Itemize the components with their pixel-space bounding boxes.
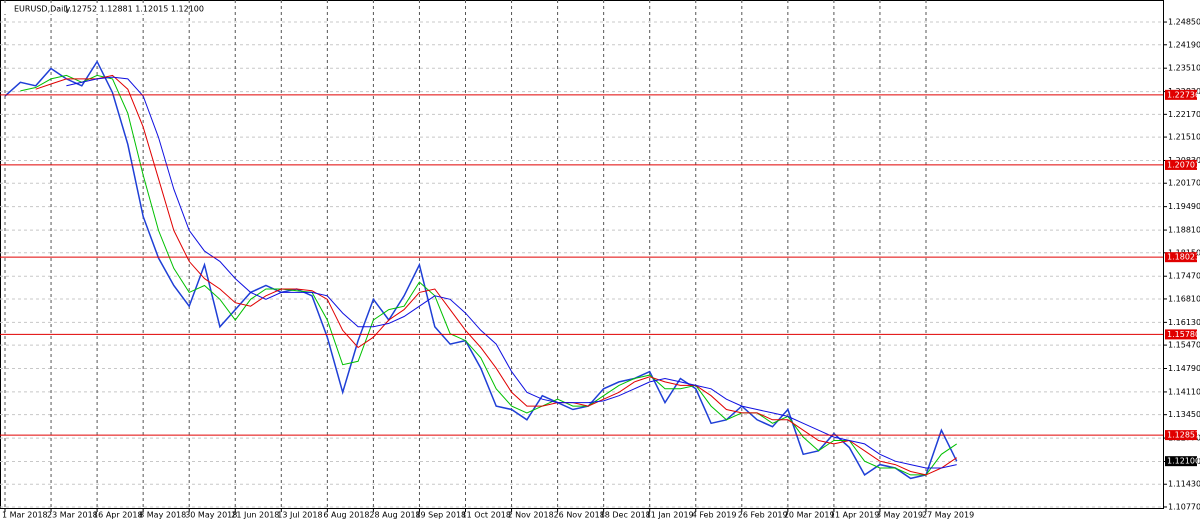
chart-title: EURUSD,Daily — [14, 5, 71, 14]
x-tick-label: 23 Mar 2018 — [47, 511, 98, 520]
x-tick-label: 16 Apr 2018 — [93, 511, 142, 520]
level-label-bg — [1165, 329, 1197, 340]
level-label: 1.12857 — [1167, 431, 1200, 440]
y-tick-label: 1.15470 — [1168, 341, 1200, 350]
x-tick-label: 27 May 2019 — [922, 511, 974, 520]
y-tick-label: 1.13450 — [1168, 410, 1200, 419]
chart-subtitle: 1.12752 1.12881 1.12015 1.12100 — [64, 5, 204, 14]
x-tick-label: 11 Apr 2019 — [830, 511, 879, 520]
x-tick-label: 19 Sep 2018 — [415, 511, 466, 520]
current-price-bg — [1165, 456, 1197, 467]
plot-frame — [0, 0, 1164, 509]
y-tick-label: 1.14790 — [1168, 364, 1200, 373]
y-tick-label: 1.18810 — [1168, 226, 1200, 235]
x-tick-label: 30 May 2018 — [185, 511, 237, 520]
x-tick-label: 13 Jul 2018 — [277, 511, 322, 520]
grid — [0, 0, 1163, 508]
x-tick-label: 28 Aug 2018 — [369, 511, 420, 520]
y-tick-label: 1.16130 — [1168, 318, 1200, 327]
x-tick-label: 11 Oct 2018 — [462, 511, 511, 520]
current-price-label: 1.12100 — [1167, 457, 1200, 466]
x-tick-label: 20 Mar 2019 — [784, 511, 835, 520]
level-label-bg — [1165, 430, 1197, 441]
x-tick-label: 26 Nov 2018 — [554, 511, 605, 520]
y-tick-label: 1.21510 — [1168, 133, 1200, 142]
y-tick-label: 1.23510 — [1168, 64, 1200, 73]
marks — [4, 60, 958, 480]
x-tick-label: 1 Mar 2018 — [2, 511, 48, 520]
y-tick-label: 1.24190 — [1168, 40, 1200, 49]
x-tick-label: 6 Aug 2018 — [323, 511, 369, 520]
y-tick-label: 1.16810 — [1168, 294, 1200, 303]
header-bg — [4, 3, 154, 14]
y-tick-label: 1.17470 — [1168, 272, 1200, 281]
level-label-bg — [1165, 159, 1197, 170]
x-tick-label: 2 Nov 2018 — [508, 511, 554, 520]
level-label: 1.22736 — [1167, 90, 1200, 99]
x-tick-label: 11 Jan 2019 — [646, 511, 694, 520]
series-line — [35, 74, 957, 476]
level-label: 1.15780 — [1167, 330, 1200, 339]
x-tick-label: 3 May 2019 — [876, 511, 923, 520]
x-tick-label: 26 Feb 2019 — [738, 511, 788, 520]
series-line — [20, 74, 957, 476]
x-tick-label: 21 Jun 2018 — [231, 511, 279, 520]
level-label-bg — [1165, 252, 1197, 263]
level-label: 1.20701 — [1167, 160, 1200, 169]
y-tick-label: 1.11430 — [1168, 480, 1200, 489]
level-label-bg — [1165, 89, 1197, 100]
y-tick-label: 1.20170 — [1168, 179, 1200, 188]
x-tick-label: 18 Dec 2018 — [600, 511, 651, 520]
y-tick-label: 1.22170 — [1168, 110, 1200, 119]
y-tick-label: 1.14110 — [1168, 387, 1200, 396]
y-tick-label: 1.24850 — [1168, 18, 1200, 27]
x-tick-label: 8 May 2018 — [139, 511, 186, 520]
x-tick-label: 4 Feb 2019 — [692, 511, 737, 520]
series-line — [66, 76, 957, 469]
y-tick-label: 1.19490 — [1168, 202, 1200, 211]
y-tick-label: 1.10770 — [1168, 502, 1200, 511]
level-label: 1.18023 — [1167, 253, 1200, 262]
series-line — [4, 60, 958, 480]
